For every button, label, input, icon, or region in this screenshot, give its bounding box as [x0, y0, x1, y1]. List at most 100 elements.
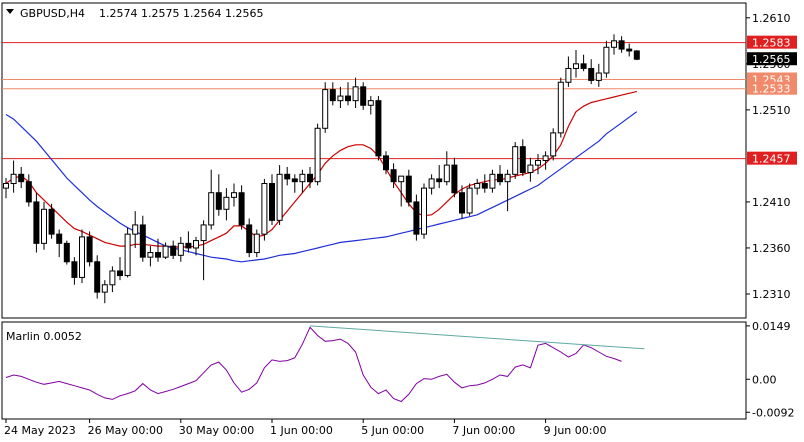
candle	[588, 59, 595, 85]
time-tick-label: 7 Jun 00:00	[452, 424, 515, 437]
candle	[512, 142, 519, 179]
candle	[443, 151, 450, 186]
candle-body	[550, 132, 557, 157]
candle-body	[519, 146, 526, 173]
marlin-trendline	[309, 325, 645, 350]
candle	[170, 240, 177, 260]
candle-body	[527, 164, 534, 173]
moving-averages	[5, 90, 638, 263]
candle-body	[307, 173, 313, 183]
candle	[208, 169, 215, 230]
candle-body	[18, 173, 25, 183]
candle	[147, 246, 154, 267]
candle	[177, 236, 184, 262]
candle-body	[322, 89, 329, 129]
candle-body	[231, 192, 237, 198]
candle-body	[223, 196, 230, 210]
candle	[504, 169, 511, 212]
candle	[603, 40, 610, 78]
candle	[481, 174, 488, 193]
candle	[261, 178, 268, 241]
candle	[25, 174, 32, 207]
candle	[63, 240, 70, 265]
price-tick-label: 1.2510	[752, 104, 791, 117]
candle	[155, 238, 161, 262]
candle	[231, 183, 237, 207]
candle-body	[421, 187, 427, 235]
candle	[10, 160, 17, 193]
candle-body	[71, 261, 78, 278]
indicator-frame	[1, 321, 747, 420]
candle-body	[367, 100, 374, 106]
candle	[56, 229, 63, 258]
time-tick-label: 24 May 2023	[4, 424, 76, 437]
candle	[322, 82, 329, 133]
candle	[117, 257, 123, 281]
level-label-bg	[747, 81, 797, 95]
candle-body	[63, 242, 70, 263]
candle-body	[177, 242, 184, 256]
candle-body	[595, 72, 602, 81]
level-label-bg	[747, 151, 797, 165]
candle-body	[497, 173, 503, 183]
candle	[626, 43, 633, 57]
candle-body	[215, 192, 222, 210]
symbol-dropdown-icon[interactable]	[6, 9, 14, 14]
candle-body	[413, 201, 420, 235]
candle-body	[101, 284, 108, 293]
candle	[375, 96, 382, 161]
candle	[71, 257, 78, 285]
candle-body	[162, 245, 169, 258]
candle-body	[25, 181, 32, 203]
candle-body	[451, 164, 458, 194]
candle-body	[459, 192, 465, 214]
candle	[284, 166, 291, 186]
candle-body	[124, 233, 131, 277]
candle-body	[41, 208, 47, 244]
current-price-bg	[747, 52, 797, 66]
candle	[3, 177, 9, 199]
candle-body	[512, 146, 519, 175]
candle	[329, 82, 336, 106]
candle	[390, 163, 397, 189]
level-label: 1.2533	[752, 83, 791, 96]
price-tick-label: 1.2310	[752, 288, 791, 301]
candle-body	[117, 270, 123, 277]
candle	[451, 157, 458, 198]
candle-body	[573, 63, 579, 69]
candle	[223, 188, 230, 221]
candle	[595, 63, 602, 87]
candle	[276, 165, 283, 225]
candle	[436, 165, 443, 189]
candle	[618, 36, 625, 53]
candle-body	[466, 187, 473, 214]
candle-body	[291, 178, 298, 183]
candle-body	[246, 224, 253, 254]
candle-body	[633, 50, 640, 60]
candle-body	[147, 252, 154, 258]
candle	[383, 151, 389, 175]
time-tick-label: 26 May 00:00	[88, 424, 163, 437]
candle	[246, 218, 253, 258]
candle-body	[314, 127, 321, 183]
candle	[18, 166, 25, 189]
candle-body	[360, 86, 367, 106]
candle-body	[132, 224, 139, 235]
candle-body	[79, 236, 85, 278]
candle	[459, 185, 465, 219]
candle	[79, 229, 85, 283]
candle	[101, 280, 108, 304]
candle	[405, 169, 412, 207]
candle	[33, 192, 40, 253]
candle-body	[504, 173, 511, 183]
candle-body	[443, 164, 450, 183]
candle-body	[565, 67, 572, 83]
candle-body	[588, 67, 595, 81]
candle-body	[109, 270, 116, 286]
candle-body	[193, 240, 199, 249]
time-tick-label: 5 Jun 00:00	[361, 424, 424, 437]
indicator-tick-label: -0.0092	[752, 406, 794, 419]
candle	[573, 50, 579, 78]
candle-body	[155, 252, 161, 258]
